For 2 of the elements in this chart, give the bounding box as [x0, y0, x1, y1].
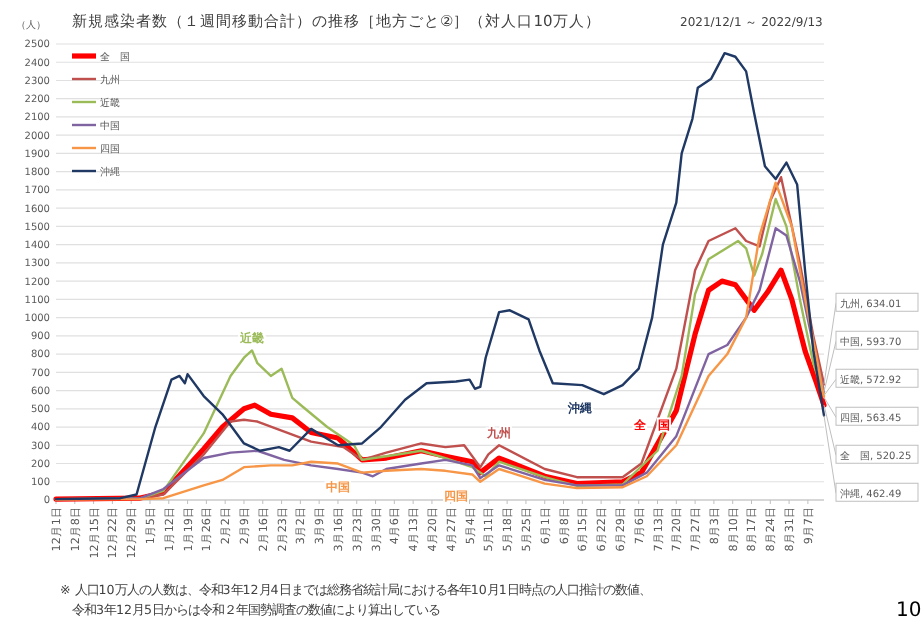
text: 10	[896, 600, 922, 622]
line-series	[54, 51, 826, 501]
